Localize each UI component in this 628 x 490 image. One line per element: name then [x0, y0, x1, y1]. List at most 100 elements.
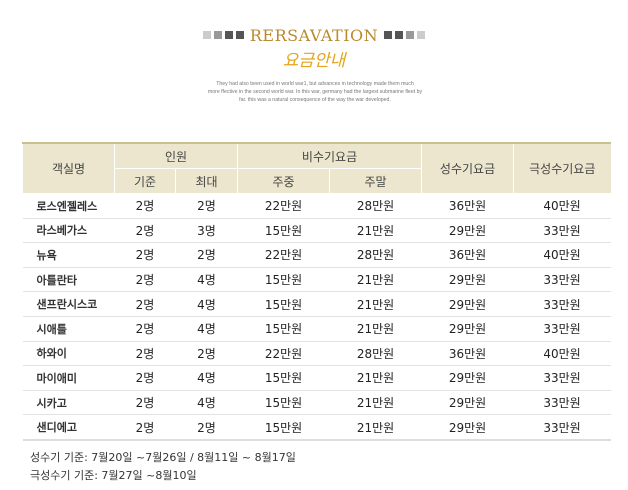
room-name-cell: 시애틀 — [22, 316, 115, 342]
peak-rate-cell: 29만원 — [421, 365, 514, 391]
room-name-cell: 마이애미 — [22, 365, 115, 391]
description-line: more ffective in the second world war. I… — [207, 89, 423, 95]
room-name-cell: 샌프란시스코 — [22, 291, 115, 317]
capacity-base-cell: 2명 — [114, 365, 176, 391]
season-notes: 성수기 기준: 7월20일 ~7월26일 / 8월11일 ~ 8월17일 극성수… — [30, 449, 296, 485]
description-line: They had also been used in world war1, b… — [216, 81, 414, 87]
table-row: 라스베가스 2명 3명 15만원 21만원 29만원 33만원 — [22, 218, 611, 244]
weekday-rate-cell: 15만원 — [237, 365, 330, 391]
weekday-rate-cell: 15만원 — [237, 291, 330, 317]
capacity-base-cell: 2명 — [114, 414, 176, 441]
table-row: 샌디에고 2명 2명 15만원 21만원 29만원 33만원 — [22, 414, 611, 441]
weekend-rate-cell: 21만원 — [329, 218, 422, 244]
rates-table-body: 로스엔젤레스 2명 2명 22만원 28만원 36만원 40만원 라스베가스 2명 3명 15만원 2… — [22, 193, 611, 441]
weekend-rate-cell: 28만원 — [329, 341, 422, 367]
weekday-rate-cell: 15만원 — [237, 414, 330, 441]
super-peak-rate-cell: 33만원 — [513, 291, 611, 317]
capacity-max-cell: 2명 — [175, 242, 238, 268]
capacity-max-cell: 4명 — [175, 365, 238, 391]
title-row: RERSAVATION — [0, 24, 628, 46]
header-weekend: 주말 — [328, 168, 422, 194]
weekday-rate-cell: 22만원 — [237, 193, 330, 219]
weekend-rate-cell: 21만원 — [329, 365, 422, 391]
table-row: 뉴욕 2명 2명 22만원 28만원 36만원 40만원 — [22, 242, 611, 268]
room-name-cell: 샌디에고 — [22, 414, 115, 441]
header-super-peak: 극성수기요금 — [513, 142, 611, 194]
weekend-rate-cell: 21만원 — [329, 291, 422, 317]
weekend-rate-cell: 28만원 — [329, 242, 422, 268]
capacity-base-cell: 2명 — [114, 193, 176, 219]
super-peak-rate-cell: 33만원 — [513, 218, 611, 244]
header-off-season: 비수기요금 — [236, 142, 422, 169]
super-peak-rate-cell: 40만원 — [513, 341, 611, 367]
weekend-rate-cell: 21만원 — [329, 414, 422, 441]
capacity-base-cell: 2명 — [114, 316, 176, 342]
capacity-max-cell: 4명 — [175, 316, 238, 342]
room-name-cell: 뉴욕 — [22, 242, 115, 268]
table-row: 하와이 2명 2명 22만원 28만원 36만원 40만원 — [22, 341, 611, 367]
page-title: RERSAVATION — [249, 25, 379, 45]
table-row: 샌프란시스코 2명 4명 15만원 21만원 29만원 33만원 — [22, 291, 611, 317]
super-peak-rate-cell: 33만원 — [513, 365, 611, 391]
capacity-base-cell: 2명 — [114, 291, 176, 317]
capacity-max-cell: 3명 — [175, 218, 238, 244]
header-peak: 성수기요금 — [421, 142, 514, 194]
weekday-rate-cell: 15만원 — [237, 267, 330, 293]
table-row: 시카고 2명 4명 15만원 21만원 29만원 33만원 — [22, 390, 611, 416]
capacity-max-cell: 4명 — [175, 291, 238, 317]
description-line: far. this was a natural consequence of t… — [239, 97, 391, 103]
table-row: 로스엔젤레스 2명 2명 22만원 28만원 36만원 40만원 — [22, 193, 611, 219]
right-squares-decoration — [384, 31, 426, 39]
weekend-rate-cell: 21만원 — [329, 316, 422, 342]
header-capacity-base: 기준 — [114, 168, 176, 194]
weekday-rate-cell: 22만원 — [237, 242, 330, 268]
weekday-rate-cell: 15만원 — [237, 390, 330, 416]
weekend-rate-cell: 21만원 — [329, 267, 422, 293]
capacity-base-cell: 2명 — [114, 390, 176, 416]
capacity-base-cell: 2명 — [114, 242, 176, 268]
table-row: 아틀란타 2명 4명 15만원 21만원 29만원 33만원 — [22, 267, 611, 293]
page-subtitle: 요금안내 — [282, 51, 346, 71]
capacity-max-cell: 4명 — [175, 267, 238, 293]
room-name-cell: 라스베가스 — [22, 218, 115, 244]
room-name-cell: 로스엔젤레스 — [22, 193, 115, 219]
room-name-cell: 시카고 — [22, 390, 115, 416]
super-peak-rate-cell: 33만원 — [513, 390, 611, 416]
page-description: They had also been used in world war1, b… — [170, 80, 460, 104]
weekday-rate-cell: 15만원 — [237, 316, 330, 342]
peak-rate-cell: 36만원 — [421, 341, 514, 367]
capacity-base-cell: 2명 — [114, 218, 176, 244]
capacity-base-cell: 2명 — [114, 267, 176, 293]
super-peak-rate-cell: 40만원 — [513, 242, 611, 268]
table-row: 시애틀 2명 4명 15만원 21만원 29만원 33만원 — [22, 316, 611, 342]
header-weekday: 주중 — [237, 168, 330, 194]
peak-rate-cell: 29만원 — [421, 414, 514, 441]
peak-rate-cell: 36만원 — [421, 193, 514, 219]
weekend-rate-cell: 21만원 — [329, 390, 422, 416]
room-name-cell: 아틀란타 — [22, 267, 115, 293]
super-peak-rate-cell: 33만원 — [513, 414, 611, 441]
rates-table: 객실명 인원 비수기요금 성수기요금 극성수기요금 기준 최대 주중 주말 로스… — [22, 142, 611, 441]
super-peak-rate-cell: 33만원 — [513, 316, 611, 342]
header-capacity: 인원 — [114, 142, 238, 169]
capacity-base-cell: 2명 — [114, 341, 176, 367]
weekday-rate-cell: 22만원 — [237, 341, 330, 367]
capacity-max-cell: 2명 — [175, 193, 238, 219]
super-peak-period-note: 극성수기 기준: 7월27일 ~8월10일 — [30, 469, 197, 482]
room-name-cell: 하와이 — [22, 341, 115, 367]
peak-period-note: 성수기 기준: 7월20일 ~7월26일 / 8월11일 ~ 8월17일 — [30, 451, 296, 464]
weekend-rate-cell: 28만원 — [329, 193, 422, 219]
weekday-rate-cell: 15만원 — [237, 218, 330, 244]
table-row: 마이애미 2명 4명 15만원 21만원 29만원 33만원 — [22, 365, 611, 391]
left-squares-decoration — [202, 31, 244, 39]
peak-rate-cell: 29만원 — [421, 267, 514, 293]
peak-rate-cell: 29만원 — [421, 291, 514, 317]
super-peak-rate-cell: 33만원 — [513, 267, 611, 293]
capacity-max-cell: 2명 — [175, 414, 238, 441]
header-capacity-max: 최대 — [175, 168, 238, 194]
capacity-max-cell: 2명 — [175, 341, 238, 367]
peak-rate-cell: 29만원 — [421, 390, 514, 416]
peak-rate-cell: 36만원 — [421, 242, 514, 268]
page-header: RERSAVATION 요금안내 They had also been used… — [0, 0, 628, 110]
capacity-max-cell: 4명 — [175, 390, 238, 416]
